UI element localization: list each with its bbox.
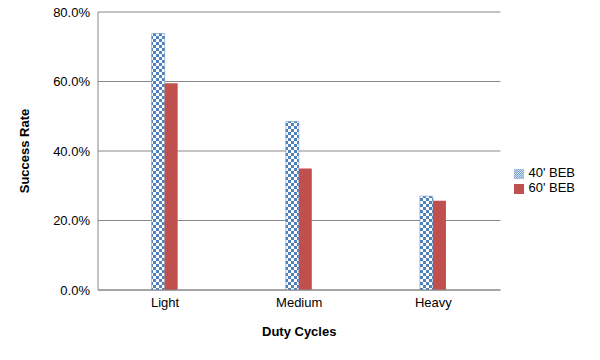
html-text:40' BEB: 40' BEB	[528, 165, 575, 180]
svg-text:80.0%: 80.0%	[53, 5, 90, 20]
html-text:60' BEB: 60' BEB	[528, 180, 575, 195]
svg-text:Duty Cycles: Duty Cycles	[262, 324, 336, 339]
svg-text:Heavy: Heavy	[415, 295, 452, 310]
svg-text:0.0%: 0.0%	[60, 283, 90, 298]
svg-text:Success Rate: Success Rate	[17, 109, 32, 194]
svg-text:Medium: Medium	[276, 295, 322, 310]
svg-text:60.0%: 60.0%	[53, 74, 90, 89]
svg-text:20.0%: 20.0%	[53, 213, 90, 228]
svg-text:Light: Light	[151, 295, 180, 310]
svg-text:40.0%: 40.0%	[53, 144, 90, 159]
